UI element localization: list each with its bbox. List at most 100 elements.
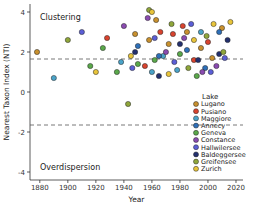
- point: [177, 51, 182, 56]
- x-tick: [179, 180, 180, 183]
- point: [217, 29, 222, 34]
- x-tick: [123, 180, 124, 183]
- point: [194, 73, 199, 78]
- point: [100, 45, 105, 50]
- point: [191, 37, 196, 42]
- point: [156, 73, 161, 78]
- point: [184, 29, 189, 34]
- legend-marker: [194, 166, 199, 171]
- x-tick: [39, 180, 40, 183]
- point: [169, 21, 174, 26]
- point: [221, 49, 226, 54]
- legend-marker: [194, 123, 199, 128]
- legend-marker: [194, 102, 199, 107]
- legend-marker: [194, 159, 199, 164]
- x-axis-label: Year: [128, 195, 146, 204]
- point: [132, 31, 137, 36]
- point: [182, 35, 187, 40]
- point: [166, 71, 171, 76]
- point: [132, 49, 137, 54]
- point: [125, 101, 130, 106]
- point: [135, 43, 140, 48]
- point: [34, 49, 39, 54]
- x-tick-label: 1880: [31, 184, 49, 192]
- y-tick: [27, 172, 30, 173]
- point: [118, 59, 123, 64]
- point: [152, 57, 157, 62]
- point: [135, 61, 140, 66]
- point: [156, 53, 161, 58]
- legend-marker: [194, 152, 199, 157]
- point: [208, 69, 213, 74]
- legend-label: Zurich: [201, 165, 222, 173]
- point: [149, 69, 154, 74]
- point: [189, 21, 194, 26]
- annotation: Overdispersion: [40, 163, 100, 172]
- y-tick: [27, 132, 30, 133]
- point: [214, 63, 219, 68]
- point: [200, 69, 205, 74]
- point: [154, 17, 159, 22]
- x-tick: [95, 180, 96, 183]
- point: [114, 69, 119, 74]
- point: [196, 57, 201, 62]
- x-tick: [235, 180, 236, 183]
- x-tick-label: 1980: [171, 184, 189, 192]
- point: [210, 55, 215, 60]
- point: [158, 29, 163, 34]
- legend-marker: [194, 138, 199, 143]
- point: [205, 39, 210, 44]
- point: [147, 37, 152, 42]
- y-tick: [27, 12, 30, 13]
- point: [79, 29, 84, 34]
- x-tick-label: 2020: [227, 184, 245, 192]
- point: [93, 69, 98, 74]
- point: [211, 21, 216, 26]
- plot-area: [30, 7, 243, 125]
- point: [88, 63, 93, 68]
- chart: 18801900192019401960198020002020-4-2024Y…: [0, 0, 275, 205]
- y-tick: [27, 52, 30, 53]
- x-axis: [30, 180, 243, 181]
- point: [130, 65, 135, 70]
- point: [163, 49, 168, 54]
- point: [204, 33, 209, 38]
- x-tick-label: 1920: [87, 184, 105, 192]
- point: [65, 37, 70, 42]
- point: [104, 35, 109, 40]
- point: [166, 41, 171, 46]
- x-tick: [207, 180, 208, 183]
- point: [225, 37, 230, 42]
- y-tick-label: -2: [18, 129, 25, 137]
- x-tick-label: 2000: [199, 184, 217, 192]
- y-tick-label: 4: [21, 9, 26, 17]
- point: [198, 45, 203, 50]
- x-tick: [151, 180, 152, 183]
- point: [228, 19, 233, 24]
- point: [142, 63, 147, 68]
- point: [177, 41, 182, 46]
- x-tick-label: 1900: [59, 184, 77, 192]
- point: [198, 29, 203, 34]
- x-tick: [67, 180, 68, 183]
- point: [128, 53, 133, 58]
- legend-marker: [194, 145, 199, 150]
- y-tick: [27, 92, 30, 93]
- point: [172, 59, 177, 64]
- y-tick-label: 2: [21, 49, 25, 57]
- point: [149, 9, 154, 14]
- point: [121, 23, 126, 28]
- point: [184, 47, 189, 52]
- x-tick-label: 1940: [115, 184, 133, 192]
- point: [175, 67, 180, 72]
- annotation: Clustering: [40, 13, 81, 22]
- legend-marker: [194, 109, 199, 114]
- point: [152, 35, 157, 40]
- point: [170, 31, 175, 36]
- y-tick-label: -4: [18, 169, 26, 177]
- legend-marker: [194, 116, 199, 121]
- point: [51, 75, 56, 80]
- x-tick-label: 1960: [143, 184, 161, 192]
- point: [180, 23, 185, 28]
- point: [222, 55, 227, 60]
